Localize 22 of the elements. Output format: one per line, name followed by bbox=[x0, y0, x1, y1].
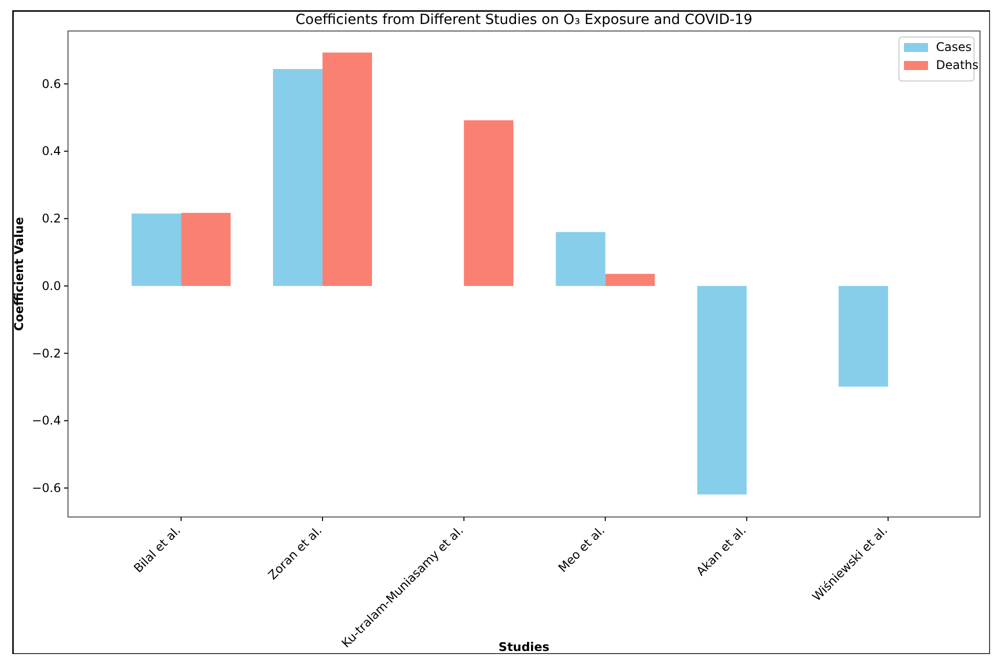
bar bbox=[464, 120, 514, 286]
legend-label: Cases bbox=[936, 40, 972, 54]
chart-title: Coefficients from Different Studies on O₃ Exposure and COVID-19 bbox=[296, 12, 752, 28]
bar bbox=[605, 274, 655, 286]
y-tick-label: 0.4 bbox=[42, 144, 61, 158]
y-tick-label: −0.6 bbox=[32, 481, 61, 496]
bar bbox=[181, 212, 231, 286]
y-tick-label: −0.2 bbox=[32, 346, 61, 360]
x-tick-label: Meo et al. bbox=[556, 523, 608, 576]
y-tick-label: 0.6 bbox=[42, 76, 61, 91]
x-axis-title: Studies bbox=[498, 640, 550, 654]
legend-label: Deaths bbox=[936, 58, 979, 72]
bar bbox=[132, 214, 182, 286]
bar bbox=[273, 69, 323, 286]
bar bbox=[697, 286, 747, 494]
y-tick-label: 0.2 bbox=[42, 212, 61, 226]
bar bbox=[556, 232, 606, 286]
y-tick-label: 0.0 bbox=[42, 278, 61, 293]
bar bbox=[838, 286, 888, 387]
y-axis-title: Coefficient Value bbox=[12, 217, 26, 331]
bar bbox=[322, 52, 372, 286]
y-tick-label: −0.4 bbox=[32, 414, 61, 428]
